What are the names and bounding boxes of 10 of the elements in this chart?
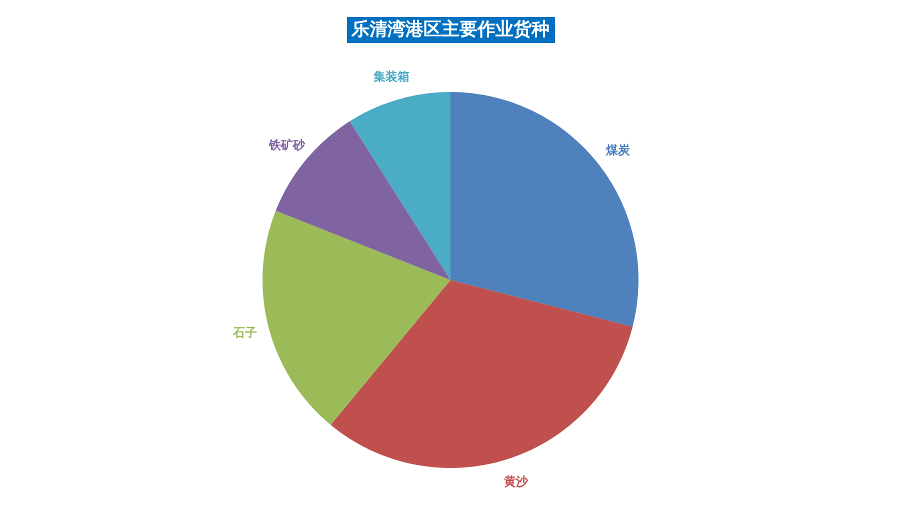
slice-label: 石子 [232, 326, 258, 340]
pie-slice [330, 280, 633, 468]
pie-slice [350, 92, 450, 280]
chart-title: 乐清湾港区主要作业货种 [346, 17, 554, 43]
slice-label: 煤炭 [605, 143, 632, 158]
slice-label: 集装箱 [372, 69, 410, 84]
slice-label: 黄沙 [503, 474, 530, 489]
pie-slice [450, 92, 638, 327]
pie-slice [262, 210, 450, 425]
slice-label: 铁矿砂 [268, 138, 306, 152]
